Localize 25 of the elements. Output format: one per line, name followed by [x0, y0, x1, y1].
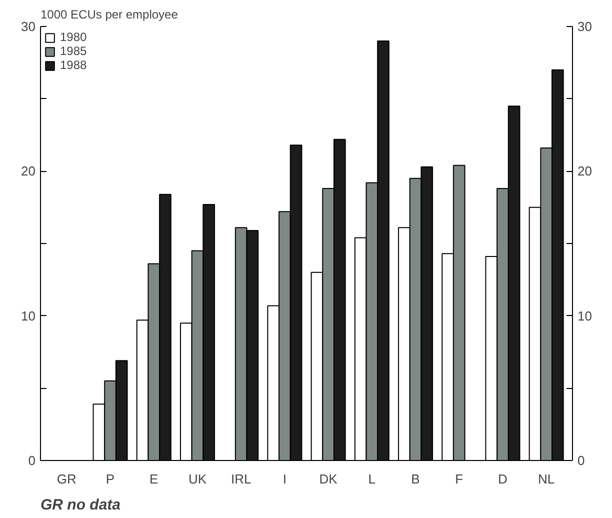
- x-tick-label: GR: [56, 472, 76, 486]
- x-tick-label: F: [455, 472, 464, 486]
- y-tick-label: 10: [21, 308, 36, 324]
- x-tick-label: UK: [188, 472, 207, 486]
- y-tick-label: 20: [21, 164, 36, 179]
- text: GR no data: [40, 496, 121, 514]
- x-tick-label: E: [150, 472, 159, 486]
- y2-tick-label: 20: [578, 164, 592, 179]
- y-tick-label: 30: [21, 19, 36, 34]
- y2-tick-label: 30: [578, 19, 592, 34]
- y-tick-label: 0: [28, 453, 36, 468]
- x-tick-label: P: [106, 472, 115, 486]
- legend-label: 1980: [60, 30, 87, 44]
- y2-tick-label: 0: [578, 453, 585, 468]
- x-tick-label: I: [282, 472, 287, 486]
- legend-label: 1988: [60, 58, 87, 72]
- y-axis-title: 1000 ECUs per employee: [40, 8, 178, 22]
- x-tick-label: D: [498, 472, 508, 486]
- y2-tick-label: 10: [578, 308, 592, 324]
- legend-label: 1985: [60, 44, 87, 58]
- x-tick-label: L: [368, 472, 376, 486]
- x-tick-label: NL: [538, 472, 555, 486]
- x-tick-label: B: [411, 472, 420, 486]
- x-tick-label: DK: [319, 472, 338, 486]
- x-tick-label: IRL: [230, 472, 252, 486]
